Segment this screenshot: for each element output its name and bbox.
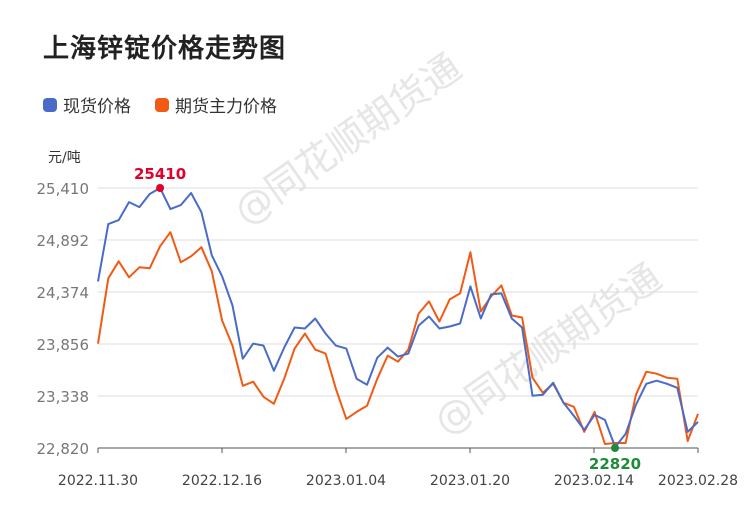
y-axis-unit: 元/吨 xyxy=(48,150,81,166)
series-lines xyxy=(97,187,699,448)
x-tick-label: 2023.01.04 xyxy=(306,473,386,489)
legend-swatch-futures-icon xyxy=(155,97,169,112)
chart-title: 上海锌锭价格走势图 xyxy=(43,34,287,64)
max-value-label: 25410 xyxy=(134,165,186,183)
y-tick-label: 23,338 xyxy=(37,388,90,406)
watermark-text: @同花顺期货通 xyxy=(226,45,469,234)
y-tick-label: 24,374 xyxy=(37,284,90,302)
x-tick-label: 2023.01.20 xyxy=(430,473,510,489)
legend: 现货价格 期货主力价格 xyxy=(43,92,301,117)
y-tick-label: 25,410 xyxy=(37,180,90,198)
legend-label-futures: 期货主力价格 xyxy=(175,97,277,117)
y-tick-label: 22,820 xyxy=(37,440,90,458)
min-value-label: 22820 xyxy=(589,455,641,473)
legend-label-spot: 现货价格 xyxy=(63,97,131,117)
legend-item-futures-price[interactable]: 期货主力价格 xyxy=(155,92,277,117)
max-point-marker xyxy=(156,184,165,192)
series-line[interactable] xyxy=(97,231,699,445)
x-tick-label: 2023.02.14 xyxy=(554,473,634,489)
x-tick-label: 2023.02.28 xyxy=(658,473,738,489)
grid-lines xyxy=(98,187,698,397)
x-tick-label: 2022.12.16 xyxy=(182,473,262,489)
x-tick-label: 2022.11.30 xyxy=(58,473,138,489)
watermark: @同花顺期货通@同花顺期货通 xyxy=(226,45,669,444)
x-axis: 2022.11.30 2022.12.16 2023.01.04 2023.01.20… xyxy=(58,447,738,489)
y-tick-label: 23,856 xyxy=(37,336,90,354)
series-line[interactable] xyxy=(97,187,699,448)
legend-swatch-spot-icon xyxy=(43,97,57,112)
y-axis: 25,410 24,892 24,374 23,856 23,338 22,820 xyxy=(37,180,90,458)
min-point-marker xyxy=(611,444,619,452)
annotations: 25410 22820 xyxy=(134,165,641,473)
legend-item-spot-price[interactable]: 现货价格 xyxy=(43,92,131,117)
y-tick-label: 24,892 xyxy=(37,232,90,250)
